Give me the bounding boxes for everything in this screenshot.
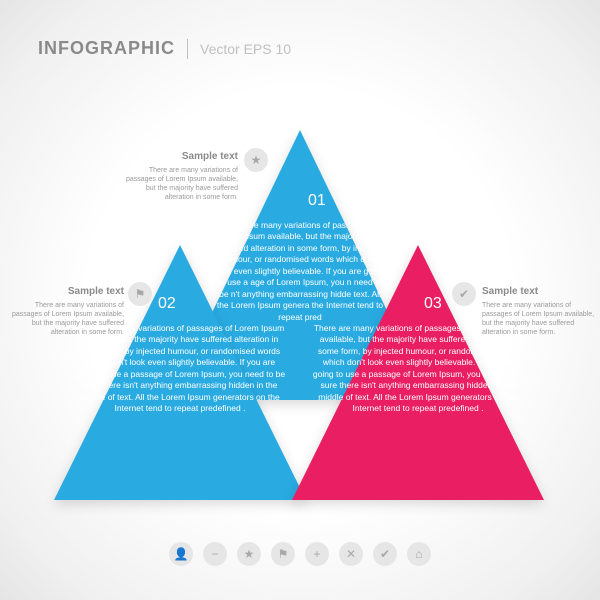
- callout-right-body: There are many variations of passages of…: [482, 301, 600, 337]
- plus-icon: +: [305, 542, 329, 566]
- footer-icon-row: 👤−★ ⚑ + ✕ ✔ ⌂: [169, 542, 431, 566]
- callout-left-body: There are many variations of passages of…: [6, 301, 124, 337]
- callout-top: Sample text There are many variations of…: [120, 150, 238, 202]
- user-icon: 👤: [169, 542, 193, 566]
- infographic-stage: 01 There are many variations of passages…: [0, 0, 600, 600]
- flag-icon: ⚑: [128, 282, 152, 306]
- check-icon: ✔: [373, 542, 397, 566]
- flag-icon: ⚑: [271, 542, 295, 566]
- check-icon: ✔: [452, 282, 476, 306]
- star-icon: ★: [237, 542, 261, 566]
- star-icon: ★: [244, 148, 268, 172]
- callout-left: Sample text There are many variations of…: [6, 285, 124, 337]
- callout-left-title: Sample text: [6, 285, 124, 298]
- callout-top-body: There are many variations of passages of…: [120, 166, 238, 202]
- close-icon: ✕: [339, 542, 363, 566]
- callout-right: Sample text There are many variations of…: [482, 285, 600, 337]
- minus-icon: −: [203, 542, 227, 566]
- callout-right-title: Sample text: [482, 285, 600, 298]
- callout-top-title: Sample text: [120, 150, 238, 163]
- home-icon: ⌂: [407, 542, 431, 566]
- triangle-right-number: 03: [424, 295, 442, 313]
